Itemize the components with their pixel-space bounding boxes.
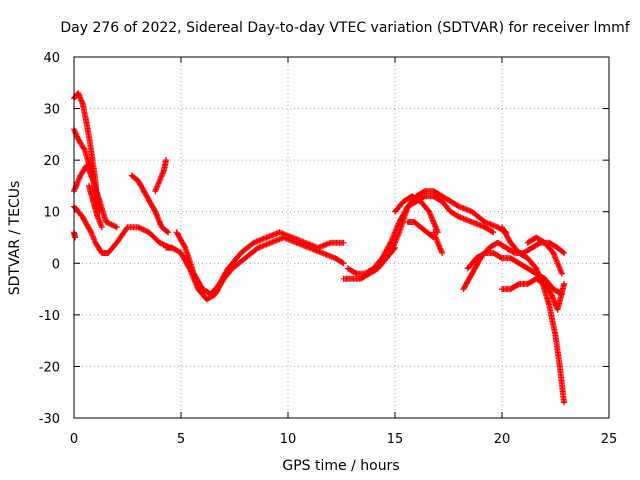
series-arc-7 [128,172,172,236]
series-arc-10 [173,229,347,298]
y-tick-label: -20 [39,360,60,375]
plot-frame [73,56,610,419]
series-markers [499,224,568,406]
series-arc-16 [404,219,437,241]
x-tick-label: 0 [70,432,78,447]
x-tick-label: 15 [387,432,404,447]
y-tick-label: -10 [39,309,60,324]
series-arc-14 [392,193,441,236]
y-tick-label: 10 [43,206,60,221]
series-markers [128,172,172,236]
series-markers [460,239,568,293]
series-markers [464,250,565,298]
y-tick-label: 20 [43,154,60,169]
series-arc-5 [71,229,79,241]
x-tick-label: 10 [280,432,297,447]
x-axis-label: GPS time / hours [282,458,399,474]
series-arc-8 [152,157,169,195]
x-tick-label: 5 [177,432,185,447]
tick-labels: 0 5 10 15 20 25 -30 -20 -10 0 10 20 30 40 [39,51,618,447]
series-markers [86,182,105,231]
series-markers [152,157,169,195]
series-arc-6 [86,182,105,231]
series-arc-17 [460,239,568,293]
series-markers [392,193,441,236]
chart-title: Day 276 of 2022, Sidereal Day-to-day VTE… [60,20,630,36]
series-markers [71,229,79,241]
data-series [71,90,568,406]
series-arc-21 [524,234,565,277]
series-arc-20 [499,224,568,406]
y-tick-label: 30 [43,103,60,118]
x-tick-label: 20 [494,432,511,447]
y-tick-label: -30 [39,412,60,427]
series-markers [173,229,347,298]
x-tick-label: 25 [601,432,618,447]
series-arc-18 [464,250,565,298]
y-axis-label: SDTVAR / TECUs [7,181,23,296]
series-markers [404,219,437,241]
series-markers [524,234,565,277]
y-tick-label: 0 [52,257,60,272]
y-tick-label: 40 [43,51,60,66]
